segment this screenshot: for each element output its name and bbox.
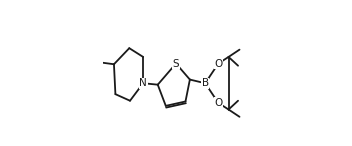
Text: S: S <box>173 59 179 68</box>
Text: N: N <box>139 78 147 88</box>
Text: B: B <box>202 78 209 88</box>
Text: O: O <box>214 59 222 68</box>
Text: O: O <box>214 98 222 108</box>
